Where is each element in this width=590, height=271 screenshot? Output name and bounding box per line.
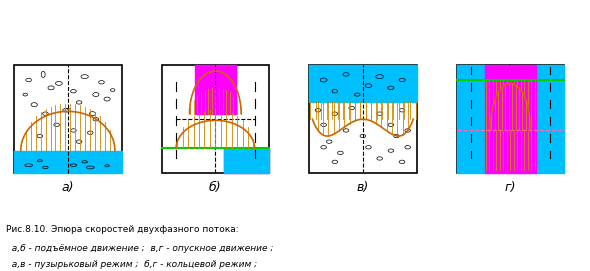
Text: Рис.8.10. Эпюра скоростей двухфазного потока:: Рис.8.10. Эпюра скоростей двухфазного по… — [6, 225, 238, 234]
Bar — [309, 65, 417, 102]
Bar — [14, 151, 122, 173]
Text: а,в - пузырьковый режим ;  б,г - кольцевой режим ;: а,в - пузырьковый режим ; б,г - кольцево… — [6, 260, 257, 269]
Bar — [457, 65, 484, 173]
Bar — [536, 65, 564, 173]
Text: а): а) — [61, 181, 74, 194]
Text: б): б) — [209, 181, 222, 194]
Bar — [484, 65, 536, 173]
Text: а,б - подъёмное движение ;  в,г - опускное движение ;: а,б - подъёмное движение ; в,г - опускно… — [6, 244, 273, 253]
Bar — [195, 65, 235, 114]
Bar — [224, 149, 269, 173]
Bar — [224, 149, 269, 173]
Polygon shape — [490, 83, 530, 130]
Text: г): г) — [504, 181, 516, 194]
Text: в): в) — [357, 181, 369, 194]
